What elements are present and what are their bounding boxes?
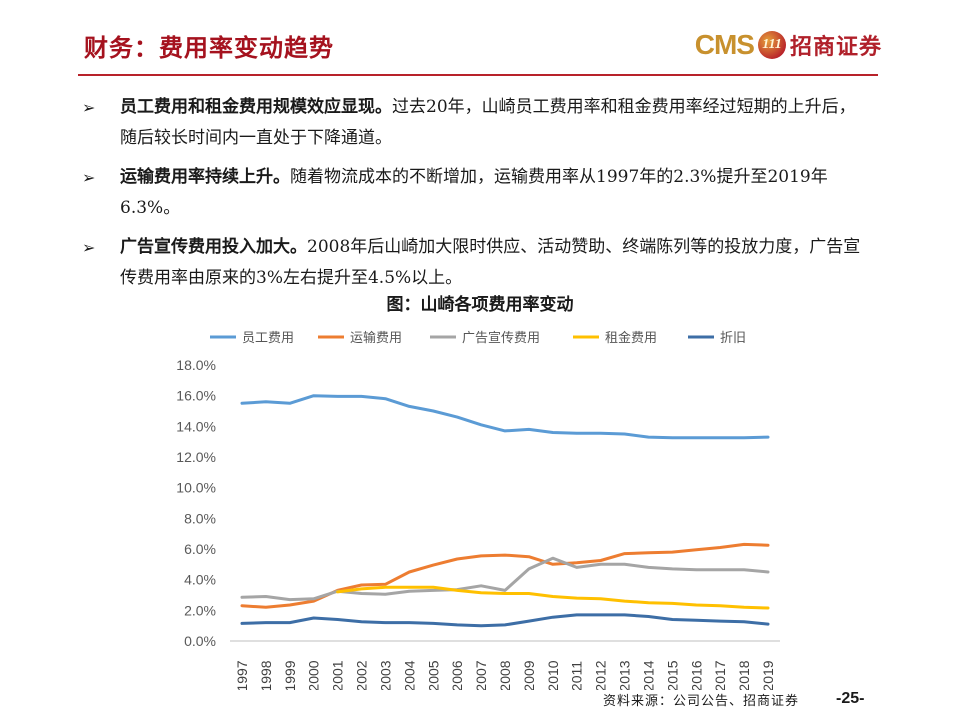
- source-note: 资料来源：公司公告、招商证券: [603, 694, 800, 709]
- logo-text: CMS: [694, 29, 755, 60]
- x-tick-label: 2000: [306, 660, 322, 690]
- x-tick-label: 2013: [617, 660, 633, 690]
- x-tick-label: 2018: [736, 660, 752, 690]
- x-tick-label: 2014: [640, 660, 656, 690]
- legend-label: 广告宣传费用: [462, 330, 540, 346]
- y-tick-label: 4.0%: [184, 572, 216, 588]
- x-tick-label: 2010: [545, 660, 561, 690]
- logo-mark-icon: 111: [757, 31, 786, 59]
- bullet-text: 运输费用率持续上升。随着物流成本的不断增加，运输费用率从1997年的2.3%提升…: [120, 162, 872, 224]
- chart-title: 图：山崎各项费用率变动: [386, 295, 574, 315]
- bullet-heading: 员工费用和租金费用规模效应显现。: [120, 97, 392, 117]
- x-tick-label: 1997: [234, 660, 250, 690]
- x-tick-label: 2005: [425, 660, 441, 690]
- bullet-list: ➢ 员工费用和租金费用规模效应显现。过去20年，山崎员工费用率和租金费用率经过短…: [82, 92, 872, 302]
- x-tick-label: 2008: [497, 660, 513, 690]
- x-tick-label: 2012: [593, 660, 609, 690]
- bullet-heading: 广告宣传费用投入加大。: [120, 237, 307, 257]
- y-tick-label: 14.0%: [176, 418, 216, 434]
- legend-label: 员工费用: [242, 331, 294, 346]
- bullet-item: ➢ 广告宣传费用投入加大。2008年后山崎加大限时供应、活动赞助、终端陈列等的投…: [82, 232, 872, 294]
- x-tick-label: 2017: [712, 660, 728, 690]
- bullet-item: ➢ 员工费用和租金费用规模效应显现。过去20年，山崎员工费用率和租金费用率经过短…: [82, 92, 872, 154]
- x-tick-label: 1998: [258, 660, 274, 690]
- x-tick-label: 2003: [377, 660, 393, 690]
- company-logo: CMS 111 招商证券: [695, 28, 882, 62]
- x-tick-label: 2011: [569, 661, 585, 690]
- bullet-heading: 运输费用率持续上升。: [120, 167, 290, 187]
- x-tick-label: 2004: [401, 660, 417, 690]
- legend-label: 租金费用: [605, 330, 657, 346]
- x-tick-label: 2002: [354, 660, 370, 690]
- series-line: [240, 613, 770, 628]
- arrow-bullet-icon: ➢: [82, 168, 96, 187]
- line-chart: 员工费用 运输费用 广告宣传费用 租金费用 折旧 0.0% 2.0% 4.0% 6.0% 8.0%…: [176, 330, 780, 690]
- x-tick-label: 2007: [473, 660, 489, 690]
- x-tick-label: 2001: [330, 660, 346, 690]
- bullet-item: ➢ 运输费用率持续上升。随着物流成本的不断增加，运输费用率从1997年的2.3%…: [82, 162, 872, 224]
- bullet-text: 员工费用和租金费用规模效应显现。过去20年，山崎员工费用率和租金费用率经过短期的…: [120, 92, 872, 154]
- page-number: -25-: [836, 690, 865, 707]
- arrow-bullet-icon: ➢: [82, 98, 96, 117]
- bullet-body: 过去20年，山崎员工费用率和租金费用率经过短期的上升后，随后较长时间内一直处于下…: [120, 97, 856, 148]
- y-tick-label: 12.0%: [176, 449, 216, 465]
- y-tick-label: 8.0%: [184, 510, 216, 526]
- y-tick-label: 2.0%: [184, 602, 216, 618]
- legend-label: 折旧: [720, 331, 746, 346]
- x-tick-label: 2019: [760, 660, 776, 690]
- y-tick-label: 0.0%: [184, 633, 216, 649]
- arrow-bullet-icon: ➢: [82, 238, 96, 257]
- header-divider: [78, 74, 878, 76]
- series-line: [240, 394, 770, 440]
- logo-company-name: 招商证券: [789, 35, 882, 60]
- legend-label: 运输费用: [350, 330, 402, 346]
- y-tick-label: 10.0%: [176, 480, 216, 496]
- series-line: [336, 585, 770, 610]
- x-tick-label: 2015: [664, 660, 680, 690]
- y-tick-label: 16.0%: [176, 388, 216, 404]
- x-tick-label: 2009: [521, 660, 537, 690]
- bullet-body: 2008年后山崎加大限时供应、活动赞助、终端陈列等的投放力度，广告宣传费用率由原…: [120, 237, 861, 288]
- x-tick-label: 1999: [282, 660, 298, 690]
- y-tick-label: 18.0%: [176, 357, 216, 373]
- y-tick-label: 6.0%: [184, 541, 216, 557]
- x-tick-label: 2016: [688, 660, 704, 690]
- bullet-text: 广告宣传费用投入加大。2008年后山崎加大限时供应、活动赞助、终端陈列等的投放力…: [120, 232, 872, 294]
- page-title: 财务：费用率变动趋势: [84, 34, 334, 62]
- x-tick-label: 2006: [449, 660, 465, 690]
- series-line: [240, 556, 770, 602]
- bullet-body: 随着物流成本的不断增加，运输费用率从1997年的2.3%提升至2019年6.3%…: [120, 167, 828, 218]
